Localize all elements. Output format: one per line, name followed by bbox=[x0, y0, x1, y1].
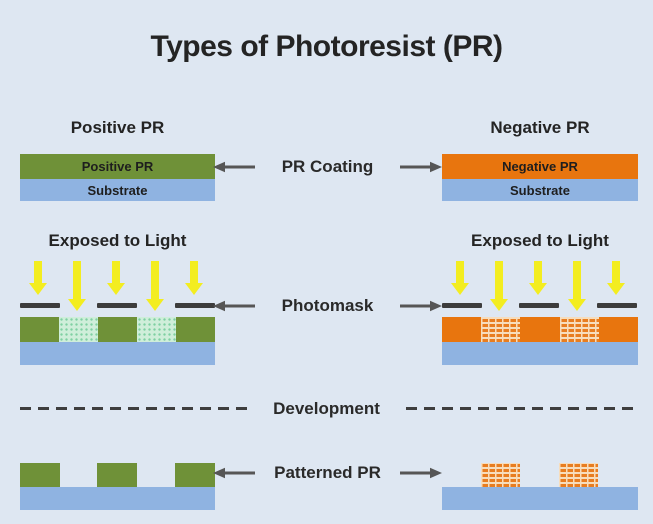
light-arrow-icon bbox=[568, 261, 586, 311]
positive-exposure-substrate bbox=[20, 342, 215, 365]
light-arrow-icon bbox=[451, 261, 469, 295]
pr-coating-label: PR Coating bbox=[281, 157, 374, 176]
negative-substrate-label: Substrate bbox=[510, 182, 570, 198]
positive-substrate-layer: Substrate bbox=[20, 179, 215, 201]
development-dashed-line bbox=[20, 407, 248, 410]
light-arrow-icon bbox=[29, 261, 47, 295]
unexposed-positive-segment bbox=[20, 317, 59, 342]
positive-exposure-heading: Exposed to Light bbox=[48, 231, 187, 250]
light-arrow-icon bbox=[607, 261, 625, 295]
unexposed-negative-segment bbox=[520, 317, 560, 342]
negative-exposure-substrate bbox=[442, 342, 638, 365]
stage-patterned-pr: Patterned PR bbox=[213, 461, 442, 485]
light-arrow-icon bbox=[146, 261, 164, 311]
negative-substrate-layer: Substrate bbox=[442, 179, 638, 201]
negative-pr-layer: Negative PR bbox=[442, 154, 638, 179]
unexposed-negative-segment bbox=[598, 317, 639, 342]
arrow-left-icon bbox=[213, 161, 255, 173]
photomask-segment bbox=[97, 303, 137, 308]
negative-patterned-substrate bbox=[442, 487, 638, 510]
patterned-pr-label: Patterned PR bbox=[274, 463, 381, 482]
arrow-left-icon bbox=[213, 300, 255, 312]
unexposed-negative-segment bbox=[442, 317, 482, 342]
photomask-segment bbox=[442, 303, 482, 308]
exposed-negative-segment bbox=[481, 317, 521, 342]
arrow-right-icon bbox=[399, 161, 442, 173]
light-arrow-icon bbox=[107, 261, 125, 295]
unexposed-positive-segment bbox=[176, 317, 215, 342]
photomask-segment bbox=[519, 303, 559, 308]
negative-exposure-heading: Exposed to Light bbox=[471, 231, 609, 250]
light-arrow-icon bbox=[68, 261, 86, 311]
development-label: Development bbox=[273, 399, 380, 418]
arrow-right-icon bbox=[400, 467, 442, 479]
positive-pr-heading: Positive PR bbox=[70, 118, 165, 137]
positive-patterned-substrate bbox=[20, 487, 215, 510]
patterned-positive-block bbox=[20, 463, 60, 487]
negative-pr-layer-label: Negative PR bbox=[502, 159, 578, 174]
development-dashed-line bbox=[406, 407, 633, 410]
stage-photomask: Photomask bbox=[213, 294, 442, 318]
patterned-negative-block bbox=[559, 463, 598, 487]
page-title: Types of Photoresist (PR) bbox=[150, 30, 503, 63]
light-arrow-icon bbox=[490, 261, 508, 311]
exposed-positive-segment bbox=[59, 317, 98, 342]
positive-pr-layer: Positive PR bbox=[20, 154, 215, 179]
exposed-positive-segment bbox=[137, 317, 176, 342]
positive-substrate-label: Substrate bbox=[87, 182, 148, 198]
light-arrow-icon bbox=[529, 261, 547, 295]
arrow-left-icon bbox=[213, 467, 255, 479]
light-arrow-icon bbox=[185, 261, 203, 295]
arrow-right-icon bbox=[399, 300, 442, 312]
negative-exposed-pr-layer bbox=[442, 317, 639, 342]
patterned-negative-block bbox=[481, 463, 520, 487]
patterned-positive-block bbox=[97, 463, 137, 487]
photomask-segment bbox=[597, 303, 637, 308]
photomask-segment bbox=[20, 303, 60, 308]
exposed-negative-segment bbox=[559, 317, 599, 342]
positive-pr-layer-label: Positive PR bbox=[81, 159, 154, 174]
positive-exposed-pr-layer bbox=[20, 317, 215, 342]
negative-pr-heading: Negative PR bbox=[490, 118, 590, 137]
photomask-segment bbox=[175, 303, 215, 308]
patterned-positive-block bbox=[175, 463, 215, 487]
photomask-label: Photomask bbox=[281, 296, 374, 315]
stage-pr-coating: PR Coating bbox=[213, 155, 442, 179]
unexposed-positive-segment bbox=[98, 317, 137, 342]
